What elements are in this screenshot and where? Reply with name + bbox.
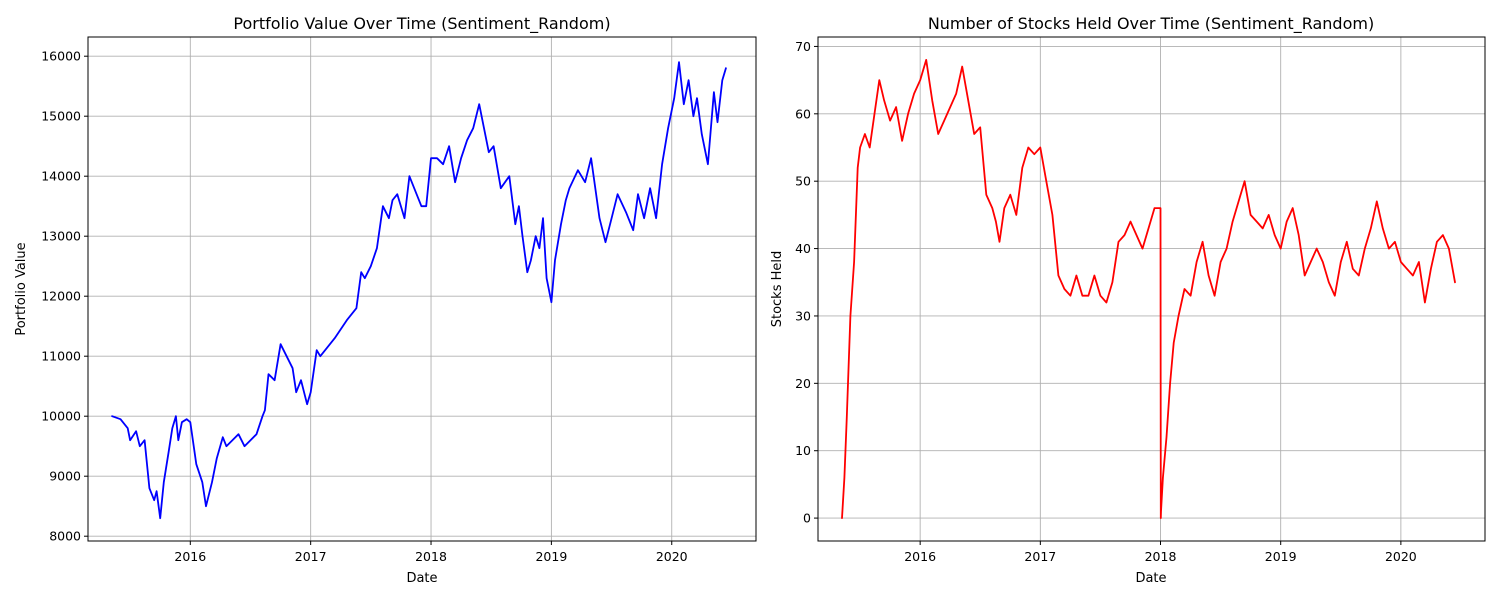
chart-title: Number of Stocks Held Over Time (Sentime… xyxy=(928,14,1374,34)
x-tick-label: 2016 xyxy=(174,549,206,564)
y-tick-label: 16000 xyxy=(41,49,81,64)
y-tick-label: 9000 xyxy=(49,469,81,484)
y-tick-label: 60 xyxy=(795,106,811,121)
y-tick-label: 70 xyxy=(795,39,811,54)
y-tick-label: 10 xyxy=(795,443,811,458)
x-tick-label: 2018 xyxy=(1145,549,1177,564)
y-tick-label: 14000 xyxy=(41,169,81,184)
y-tick-label: 11000 xyxy=(41,349,81,364)
chart-title: Portfolio Value Over Time (Sentiment_Ran… xyxy=(233,14,610,34)
y-tick-label: 10000 xyxy=(41,409,81,424)
x-axis-label: Date xyxy=(406,571,437,586)
x-tick-label: 2016 xyxy=(904,549,936,564)
plot-frame xyxy=(87,36,757,542)
plot-frame xyxy=(817,36,1486,542)
x-tick-label: 2017 xyxy=(1024,549,1056,564)
y-tick-label: 20 xyxy=(795,376,811,391)
x-tick-label: 2019 xyxy=(1265,549,1297,564)
y-tick-label: 0 xyxy=(803,511,811,526)
x-tick-label: 2019 xyxy=(535,549,567,564)
y-tick-label: 8000 xyxy=(49,529,81,544)
y-axis-label: Stocks Held xyxy=(770,251,785,328)
series-line xyxy=(841,59,1456,519)
series-line xyxy=(111,61,727,520)
stocks-held-chart: Number of Stocks Held Over Time (Sentime… xyxy=(770,14,1486,586)
y-tick-label: 15000 xyxy=(41,109,81,124)
x-axis-label: Date xyxy=(1135,571,1166,586)
x-tick-label: 2018 xyxy=(415,549,447,564)
y-tick-label: 12000 xyxy=(41,289,81,304)
y-tick-label: 40 xyxy=(795,241,811,256)
x-tick-label: 2020 xyxy=(656,549,688,564)
y-axis-label: Portfolio Value xyxy=(14,242,29,335)
portfolio-value-chart: Portfolio Value Over Time (Sentiment_Ran… xyxy=(14,14,757,586)
y-tick-label: 50 xyxy=(795,174,811,189)
y-tick-label: 13000 xyxy=(41,229,81,244)
y-tick-label: 30 xyxy=(795,308,811,323)
x-tick-label: 2020 xyxy=(1385,549,1417,564)
x-tick-label: 2017 xyxy=(295,549,327,564)
